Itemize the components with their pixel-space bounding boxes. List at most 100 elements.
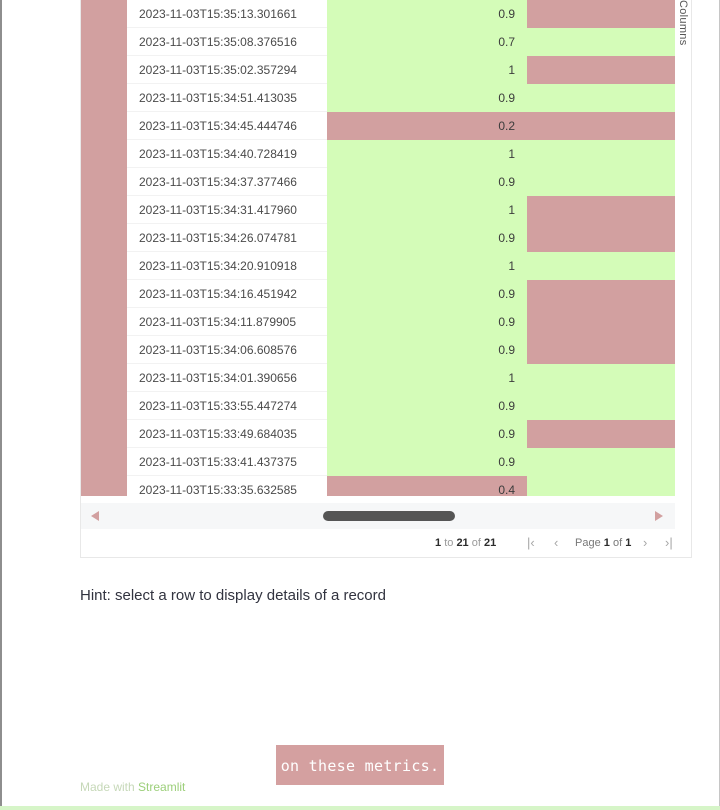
timestamp-cell[interactable]: 2023-11-03T15:34:31.417960 xyxy=(127,196,327,224)
table-row[interactable]: 2023-11-03T15:33:55.447274 0.9 xyxy=(81,392,675,420)
score-cell[interactable]: 1 xyxy=(327,252,527,280)
table-row[interactable]: 2023-11-03T15:34:37.377466 0.9 xyxy=(81,168,675,196)
table-row[interactable]: 2023-11-03T15:34:01.390656 1 xyxy=(81,364,675,392)
table-row[interactable]: 2023-11-03T15:33:49.684035 0.9 xyxy=(81,420,675,448)
extra-cell[interactable] xyxy=(527,252,675,280)
row-index-cell[interactable] xyxy=(81,168,127,196)
row-index-cell[interactable] xyxy=(81,336,127,364)
timestamp-cell[interactable]: 2023-11-03T15:34:51.413035 xyxy=(127,84,327,112)
table-row[interactable]: 2023-11-03T15:33:41.437375 0.9 xyxy=(81,448,675,476)
score-cell[interactable]: 0.9 xyxy=(327,308,527,336)
score-cell[interactable]: 0.9 xyxy=(327,224,527,252)
timestamp-cell[interactable]: 2023-11-03T15:34:16.451942 xyxy=(127,280,327,308)
row-index-cell[interactable] xyxy=(81,56,127,84)
score-cell[interactable]: 0.4 xyxy=(327,476,527,496)
score-cell[interactable]: 1 xyxy=(327,196,527,224)
row-index-cell[interactable] xyxy=(81,476,127,496)
score-cell[interactable]: 0.7 xyxy=(327,28,527,56)
scroll-left-icon[interactable] xyxy=(91,511,99,521)
extra-cell[interactable] xyxy=(527,140,675,168)
extra-cell[interactable] xyxy=(527,224,675,252)
next-page-icon[interactable]: › xyxy=(643,535,648,550)
extra-cell[interactable] xyxy=(527,28,675,56)
timestamp-cell[interactable]: 2023-11-03T15:33:55.447274 xyxy=(127,392,327,420)
timestamp-cell[interactable]: 2023-11-03T15:34:37.377466 xyxy=(127,168,327,196)
row-index-cell[interactable] xyxy=(81,224,127,252)
timestamp-cell[interactable]: 2023-11-03T15:34:45.444746 xyxy=(127,112,327,140)
timestamp-cell[interactable]: 2023-11-03T15:33:41.437375 xyxy=(127,448,327,476)
extra-cell[interactable] xyxy=(527,168,675,196)
extra-cell[interactable] xyxy=(527,392,675,420)
row-index-cell[interactable] xyxy=(81,140,127,168)
extra-cell[interactable] xyxy=(527,364,675,392)
extra-cell[interactable] xyxy=(527,112,675,140)
table-row[interactable]: 2023-11-03T15:35:13.301661 0.9 xyxy=(81,0,675,28)
timestamp-cell[interactable]: 2023-11-03T15:34:20.910918 xyxy=(127,252,327,280)
scroll-right-icon[interactable] xyxy=(655,511,663,521)
table-row[interactable]: 2023-11-03T15:34:31.417960 1 xyxy=(81,196,675,224)
extra-cell[interactable] xyxy=(527,56,675,84)
table-row[interactable]: 2023-11-03T15:34:26.074781 0.9 xyxy=(81,224,675,252)
timestamp-cell[interactable]: 2023-11-03T15:33:49.684035 xyxy=(127,420,327,448)
extra-cell[interactable] xyxy=(527,0,675,28)
score-cell[interactable]: 0.9 xyxy=(327,84,527,112)
timestamp-cell[interactable]: 2023-11-03T15:35:02.357294 xyxy=(127,56,327,84)
extra-cell[interactable] xyxy=(527,280,675,308)
row-index-cell[interactable] xyxy=(81,364,127,392)
extra-cell[interactable] xyxy=(527,84,675,112)
columns-side-tab[interactable]: Columns xyxy=(675,0,691,46)
row-index-cell[interactable] xyxy=(81,28,127,56)
row-index-cell[interactable] xyxy=(81,0,127,28)
extra-cell[interactable] xyxy=(527,420,675,448)
row-index-cell[interactable] xyxy=(81,448,127,476)
table-row[interactable]: 2023-11-03T15:34:11.879905 0.9 xyxy=(81,308,675,336)
row-index-cell[interactable] xyxy=(81,392,127,420)
table-row[interactable]: 2023-11-03T15:34:45.444746 0.2 xyxy=(81,112,675,140)
grid-body[interactable]: 2023-11-03T15:35:13.301661 0.9 2023-11-03T… xyxy=(81,0,675,496)
last-page-icon[interactable]: ›| xyxy=(665,535,673,550)
timestamp-cell[interactable]: 2023-11-03T15:34:40.728419 xyxy=(127,140,327,168)
row-index-cell[interactable] xyxy=(81,112,127,140)
table-row[interactable]: 2023-11-03T15:34:16.451942 0.9 xyxy=(81,280,675,308)
score-cell[interactable]: 0.2 xyxy=(327,112,527,140)
scrollbar-thumb[interactable] xyxy=(323,511,455,521)
table-row[interactable]: 2023-11-03T15:34:40.728419 1 xyxy=(81,140,675,168)
score-cell[interactable]: 1 xyxy=(327,140,527,168)
table-row[interactable]: 2023-11-03T15:34:51.413035 0.9 xyxy=(81,84,675,112)
timestamp-cell[interactable]: 2023-11-03T15:35:08.376516 xyxy=(127,28,327,56)
timestamp-cell[interactable]: 2023-11-03T15:34:11.879905 xyxy=(127,308,327,336)
table-row[interactable]: 2023-11-03T15:34:06.608576 0.9 xyxy=(81,336,675,364)
extra-cell[interactable] xyxy=(527,196,675,224)
score-cell[interactable]: 0.9 xyxy=(327,420,527,448)
row-index-cell[interactable] xyxy=(81,280,127,308)
score-cell[interactable]: 0.9 xyxy=(327,392,527,420)
first-page-icon[interactable]: |‹ xyxy=(527,535,535,550)
horizontal-scrollbar[interactable] xyxy=(81,503,675,529)
score-cell[interactable]: 1 xyxy=(327,364,527,392)
row-index-cell[interactable] xyxy=(81,84,127,112)
timestamp-cell[interactable]: 2023-11-03T15:33:35.632585 xyxy=(127,476,327,496)
timestamp-cell[interactable]: 2023-11-03T15:34:01.390656 xyxy=(127,364,327,392)
row-index-cell[interactable] xyxy=(81,252,127,280)
previous-page-icon[interactable]: ‹ xyxy=(554,535,559,550)
extra-cell[interactable] xyxy=(527,476,675,496)
streamlit-link[interactable]: Streamlit xyxy=(138,780,186,794)
score-cell[interactable]: 0.9 xyxy=(327,0,527,28)
score-cell[interactable]: 0.9 xyxy=(327,280,527,308)
extra-cell[interactable] xyxy=(527,448,675,476)
score-cell[interactable]: 0.9 xyxy=(327,168,527,196)
timestamp-cell[interactable]: 2023-11-03T15:34:06.608576 xyxy=(127,336,327,364)
row-index-cell[interactable] xyxy=(81,308,127,336)
extra-cell[interactable] xyxy=(527,336,675,364)
score-cell[interactable]: 0.9 xyxy=(327,336,527,364)
row-index-cell[interactable] xyxy=(81,196,127,224)
row-index-cell[interactable] xyxy=(81,420,127,448)
timestamp-cell[interactable]: 2023-11-03T15:35:13.301661 xyxy=(127,0,327,28)
timestamp-cell[interactable]: 2023-11-03T15:34:26.074781 xyxy=(127,224,327,252)
score-cell[interactable]: 0.9 xyxy=(327,448,527,476)
extra-cell[interactable] xyxy=(527,308,675,336)
table-row[interactable]: 2023-11-03T15:35:02.357294 1 xyxy=(81,56,675,84)
table-row[interactable]: 2023-11-03T15:34:20.910918 1 xyxy=(81,252,675,280)
score-cell[interactable]: 1 xyxy=(327,56,527,84)
table-row[interactable]: 2023-11-03T15:33:35.632585 0.4 xyxy=(81,476,675,496)
